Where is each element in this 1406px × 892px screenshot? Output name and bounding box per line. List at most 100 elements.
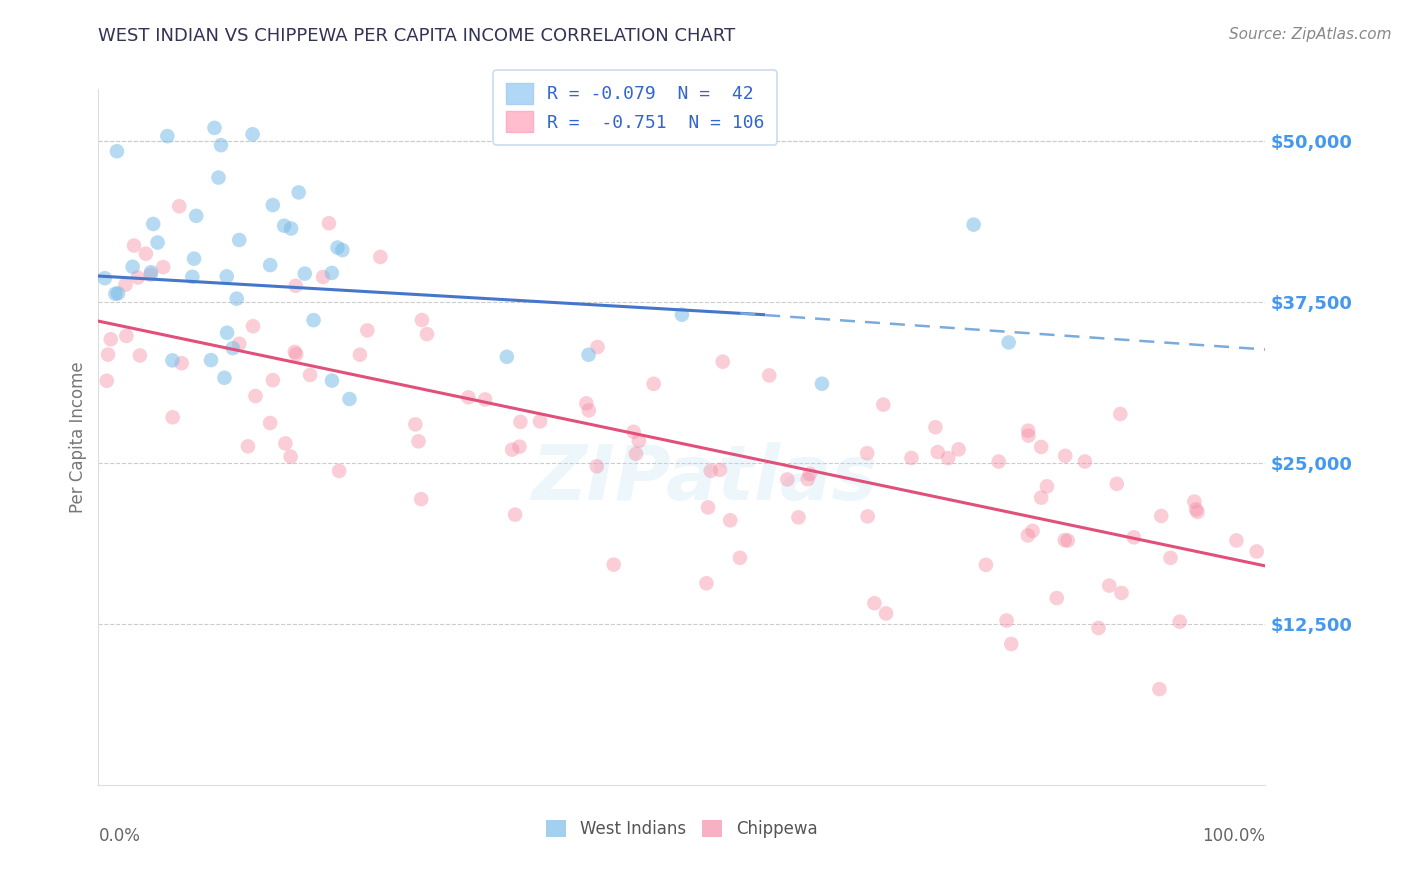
Point bbox=[758, 368, 780, 383]
Point bbox=[1150, 508, 1173, 523]
Point bbox=[1017, 528, 1039, 542]
Point bbox=[135, 246, 157, 260]
Point bbox=[127, 270, 149, 285]
Point bbox=[228, 233, 250, 247]
Point bbox=[121, 260, 143, 274]
Point bbox=[321, 374, 343, 388]
Point bbox=[578, 403, 600, 417]
Point bbox=[228, 336, 250, 351]
Point bbox=[1031, 491, 1053, 505]
Point bbox=[207, 170, 229, 185]
Point bbox=[349, 348, 371, 362]
Point bbox=[242, 128, 264, 142]
Point bbox=[1105, 476, 1128, 491]
Point bbox=[578, 348, 600, 362]
Point bbox=[259, 416, 281, 430]
Point bbox=[107, 286, 129, 301]
Point bbox=[321, 266, 343, 280]
Point bbox=[718, 513, 741, 527]
Point bbox=[671, 308, 693, 322]
Point bbox=[457, 390, 479, 404]
Point bbox=[183, 252, 205, 266]
Point bbox=[242, 319, 264, 334]
Point bbox=[339, 392, 361, 406]
Point bbox=[273, 219, 295, 233]
Point bbox=[501, 442, 523, 457]
Point bbox=[326, 241, 349, 255]
Point bbox=[875, 607, 897, 621]
Point bbox=[215, 269, 238, 284]
Point bbox=[404, 417, 426, 432]
Point bbox=[1017, 424, 1039, 438]
Point bbox=[811, 376, 834, 391]
Point bbox=[328, 464, 350, 478]
Point bbox=[585, 459, 607, 474]
Point bbox=[987, 454, 1010, 468]
Point bbox=[962, 218, 984, 232]
Point bbox=[623, 425, 645, 439]
Point bbox=[1056, 533, 1078, 548]
Point bbox=[411, 492, 433, 507]
Point bbox=[1036, 479, 1059, 493]
Point bbox=[936, 451, 959, 466]
Point bbox=[217, 326, 239, 340]
Point bbox=[94, 271, 117, 285]
Point bbox=[1046, 591, 1069, 605]
Point bbox=[529, 414, 551, 428]
Point bbox=[900, 450, 922, 465]
Point bbox=[181, 269, 204, 284]
Point bbox=[1053, 533, 1076, 548]
Point bbox=[284, 278, 307, 293]
Point bbox=[274, 436, 297, 450]
Point bbox=[294, 267, 316, 281]
Point bbox=[262, 198, 284, 212]
Point bbox=[1000, 637, 1022, 651]
Point bbox=[1225, 533, 1247, 548]
Point bbox=[643, 376, 665, 391]
Point bbox=[200, 353, 222, 368]
Point bbox=[285, 347, 308, 361]
Point bbox=[1168, 615, 1191, 629]
Point bbox=[104, 286, 127, 301]
Point bbox=[474, 392, 496, 407]
Point bbox=[1098, 579, 1121, 593]
Point bbox=[170, 356, 193, 370]
Point bbox=[152, 260, 174, 274]
Point bbox=[799, 467, 821, 481]
Point bbox=[204, 120, 226, 135]
Point bbox=[697, 500, 720, 515]
Point bbox=[872, 398, 894, 412]
Point bbox=[122, 238, 145, 252]
Point bbox=[1017, 428, 1039, 442]
Legend: West Indians, Chippewa: West Indians, Chippewa bbox=[538, 812, 825, 847]
Point bbox=[1054, 449, 1077, 463]
Point bbox=[1111, 586, 1133, 600]
Point bbox=[299, 368, 322, 382]
Text: WEST INDIAN VS CHIPPEWA PER CAPITA INCOME CORRELATION CHART: WEST INDIAN VS CHIPPEWA PER CAPITA INCOM… bbox=[98, 27, 735, 45]
Point bbox=[100, 332, 122, 346]
Point bbox=[695, 576, 717, 591]
Point bbox=[156, 129, 179, 144]
Point bbox=[1149, 682, 1171, 697]
Text: Source: ZipAtlas.com: Source: ZipAtlas.com bbox=[1229, 27, 1392, 42]
Point bbox=[115, 329, 138, 343]
Point bbox=[280, 450, 302, 464]
Point bbox=[139, 268, 162, 282]
Point bbox=[1109, 407, 1132, 421]
Point bbox=[796, 472, 818, 486]
Point bbox=[356, 323, 378, 337]
Point bbox=[997, 335, 1019, 350]
Point bbox=[318, 216, 340, 230]
Point bbox=[222, 341, 245, 355]
Point bbox=[700, 464, 723, 478]
Point bbox=[624, 447, 647, 461]
Point bbox=[162, 410, 184, 425]
Point bbox=[602, 558, 624, 572]
Point bbox=[245, 389, 267, 403]
Point bbox=[259, 258, 281, 272]
Text: ZIPatlas: ZIPatlas bbox=[533, 442, 879, 516]
Point bbox=[225, 292, 247, 306]
Point bbox=[496, 350, 519, 364]
Point bbox=[128, 348, 150, 362]
Point bbox=[787, 510, 810, 524]
